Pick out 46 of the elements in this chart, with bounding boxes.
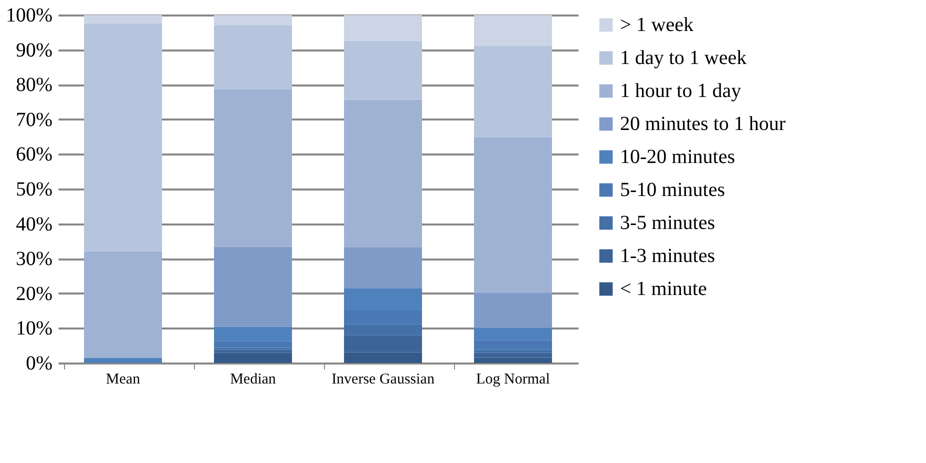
bar	[214, 246, 292, 327]
legend-label: 20 minutes to 1 hour	[620, 113, 786, 135]
bar	[84, 358, 162, 363]
bar	[214, 89, 292, 247]
bar	[344, 15, 422, 41]
x-tick-label: Inverse Gaussian	[332, 372, 435, 388]
y-tick-label: 60%	[16, 144, 52, 166]
x-tick-label: Mean	[106, 372, 141, 388]
bar	[344, 40, 422, 100]
bar	[214, 352, 292, 363]
y-tick-label: 0%	[26, 352, 52, 374]
x-tick-label: Median	[230, 372, 276, 388]
y-tick-label: 40%	[16, 213, 52, 236]
y-tick-label: 80%	[16, 74, 52, 96]
y-tick-label: 50%	[16, 178, 52, 200]
legend-label: 1 day to 1 week	[620, 47, 747, 69]
legend-label: < 1 minute	[620, 278, 707, 300]
legend-label: 3-5 minutes	[620, 212, 716, 234]
bar	[474, 46, 552, 138]
bar	[84, 251, 162, 358]
bar	[344, 100, 422, 248]
legend-label: 1 hour to 1 day	[620, 80, 742, 102]
bar	[214, 350, 292, 353]
y-tick-label: 10%	[16, 318, 52, 340]
bar	[474, 15, 552, 46]
bar	[344, 335, 422, 352]
y-tick-label: 70%	[16, 108, 52, 131]
legend-label: 5-10 minutes	[620, 179, 726, 201]
x-tick-label: Log Normal	[476, 372, 550, 388]
bar	[214, 15, 292, 26]
legend-label: 10-20 minutes	[620, 146, 736, 168]
y-tick-label: 30%	[16, 248, 52, 270]
bar	[214, 25, 292, 90]
bar	[474, 358, 552, 363]
bar	[344, 247, 422, 289]
y-tick-label: 90%	[16, 39, 52, 62]
y-tick-label: 100%	[6, 4, 52, 26]
bar	[84, 15, 162, 24]
bar	[474, 293, 552, 328]
y-tick-label: 20%	[16, 282, 52, 305]
legend-label: > 1 week	[620, 14, 694, 36]
bar	[474, 352, 552, 358]
bar	[474, 137, 552, 294]
legend-label: 1-3 minutes	[620, 245, 716, 267]
bar	[344, 352, 422, 363]
bar	[84, 23, 162, 252]
